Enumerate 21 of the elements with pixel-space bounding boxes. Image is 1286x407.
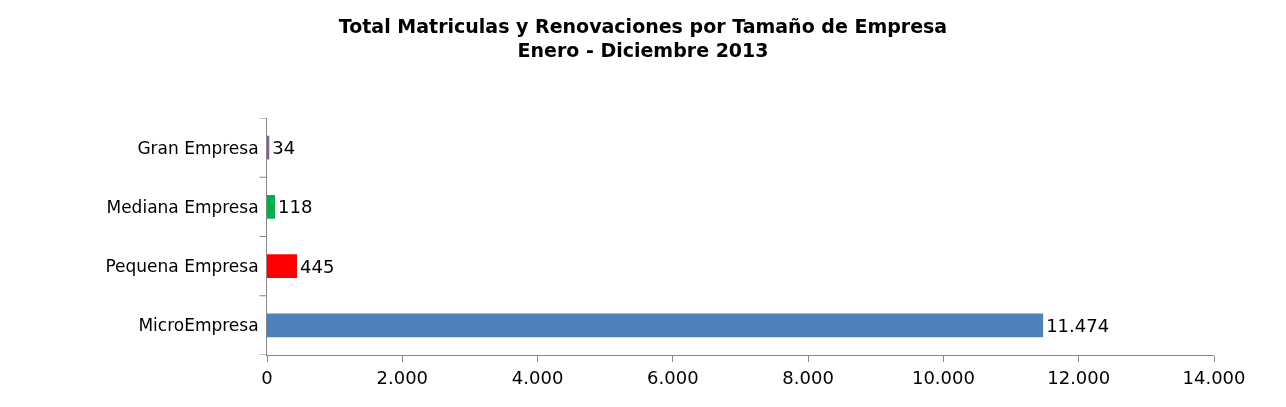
x-tick-label: 6.000 (647, 366, 699, 388)
bar (267, 313, 1044, 338)
data-label: 118 (277, 196, 313, 218)
x-tick-label: 4.000 (511, 366, 564, 388)
data-label: 34 (272, 137, 296, 159)
y-tick-label: Pequena Empresa (105, 256, 259, 277)
y-tick-label: Mediana Empresa (106, 196, 259, 217)
chart-title: Total Matriculas y Renovaciones por Tamaño de Empresa (338, 14, 948, 37)
chart-subtitle: Enero - Diciembre 2013 (517, 39, 769, 62)
x-tick-label: 14.000 (1182, 366, 1246, 388)
x-tick-label: 0 (261, 366, 273, 388)
bar (267, 254, 298, 278)
x-tick-label: 2.000 (376, 366, 429, 388)
bar (267, 195, 275, 219)
x-tick-label: 8.000 (782, 366, 834, 388)
data-label: 445 (300, 255, 335, 277)
x-tick-label: 12.000 (1047, 366, 1111, 388)
data-label: 11.474 (1046, 314, 1110, 336)
x-tick-label: 10.000 (911, 366, 975, 388)
y-tick-label: Gran Empresa (137, 137, 259, 158)
y-tick-label: MicroEmpresa (138, 315, 259, 336)
